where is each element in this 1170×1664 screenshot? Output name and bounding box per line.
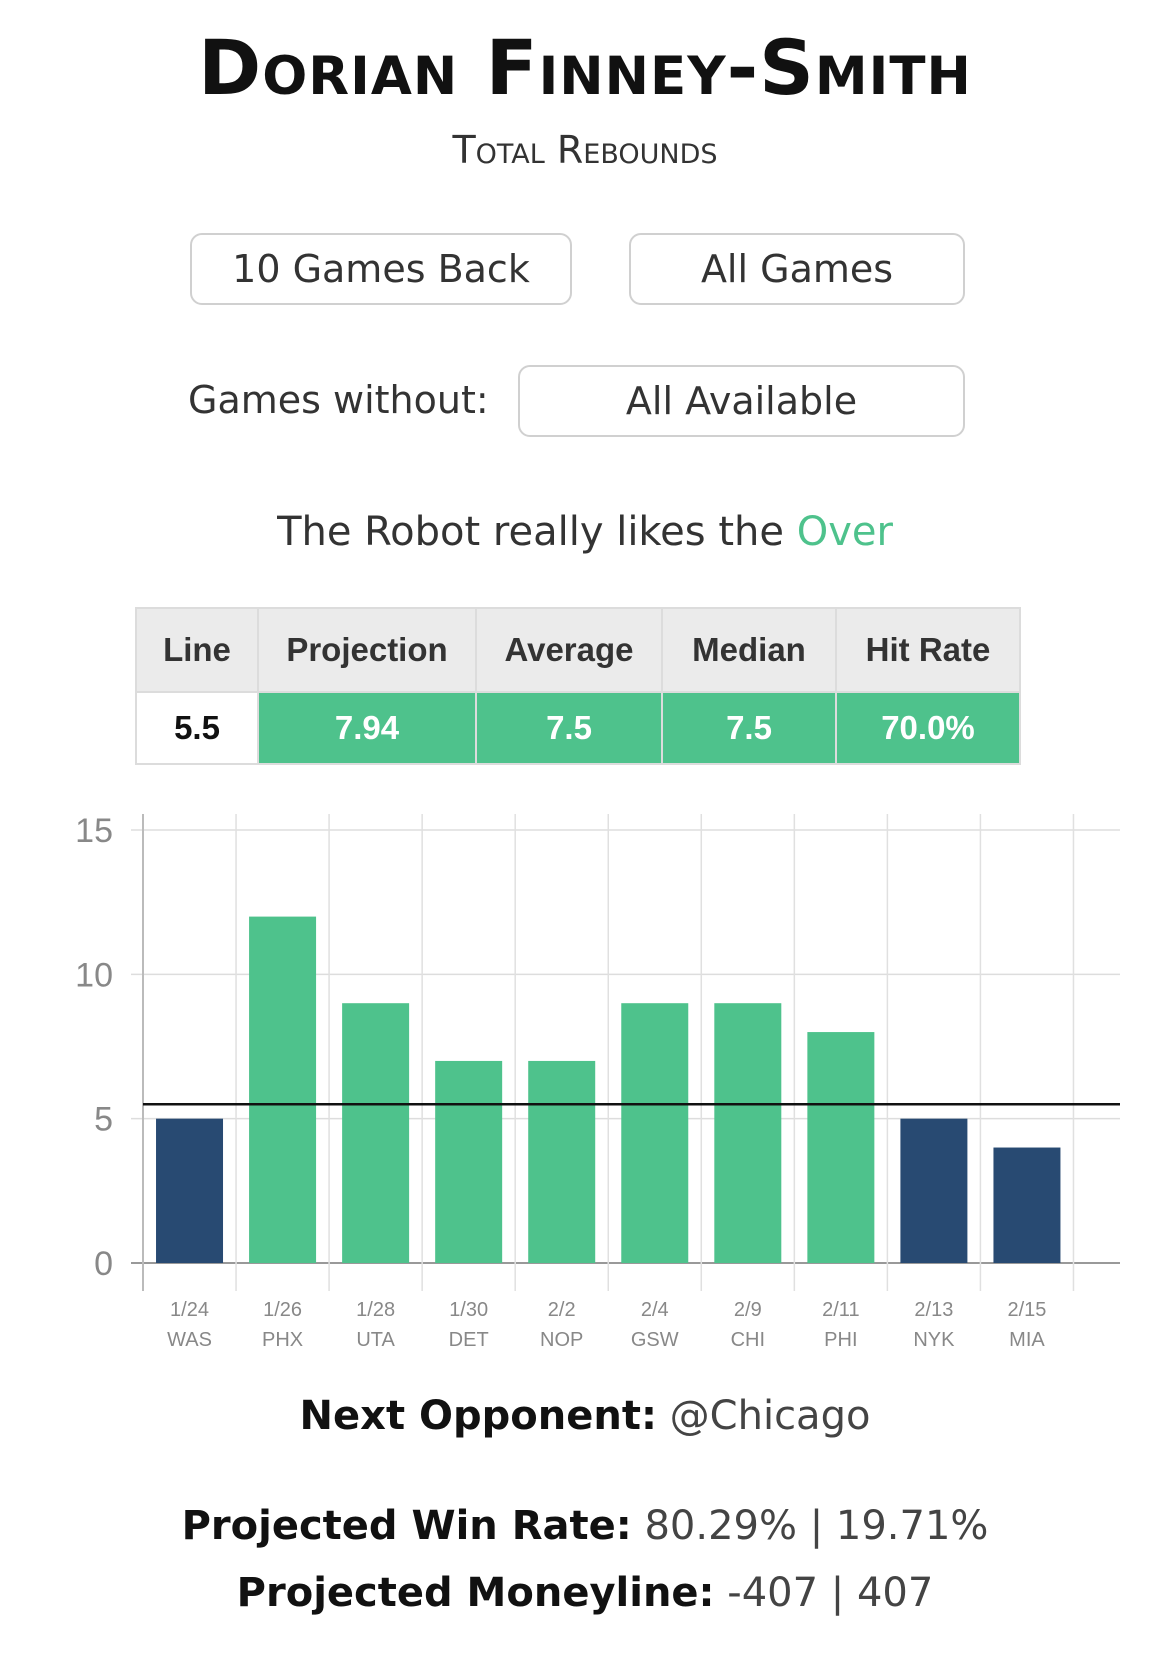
value-average: 7.5 — [477, 693, 661, 763]
x-tick-date: 1/24 — [170, 1299, 209, 1321]
games-without-select[interactable]: All Available — [518, 365, 965, 437]
bar — [714, 1003, 782, 1263]
value-hit-rate: 70.0% — [837, 693, 1019, 763]
x-tick-opponent: GSW — [631, 1329, 679, 1351]
header-line: Line — [137, 609, 257, 691]
bar — [528, 1060, 596, 1263]
x-tick-date: 1/26 — [263, 1299, 302, 1321]
x-tick-date: 2/13 — [914, 1299, 953, 1321]
x-tick-opponent: PHX — [262, 1329, 303, 1351]
header-median: Median — [663, 609, 835, 691]
x-tick-date: 1/30 — [449, 1299, 488, 1321]
y-tick-label: 10 — [75, 956, 113, 994]
stats-header-row: Line Projection Average Median Hit Rate — [137, 609, 1019, 691]
x-tick-date: 1/28 — [356, 1299, 395, 1321]
header-projection: Projection — [259, 609, 475, 691]
verdict-pick: Over — [796, 509, 893, 555]
x-tick-opponent: DET — [449, 1329, 489, 1351]
x-tick-date: 2/9 — [734, 1299, 762, 1321]
bar — [156, 1118, 224, 1263]
x-tick-opponent: UTA — [356, 1329, 395, 1351]
bar — [621, 1003, 689, 1263]
x-tick-date: 2/2 — [548, 1299, 576, 1321]
x-tick-date: 2/4 — [641, 1299, 669, 1321]
robot-verdict: The Robot really likes the Over — [0, 502, 1170, 562]
x-tick-opponent: NYK — [913, 1329, 955, 1351]
next-opponent-value: @Chicago — [669, 1393, 871, 1439]
win-rate-label: Projected Win Rate: — [181, 1503, 632, 1549]
header-average: Average — [477, 609, 661, 691]
all-games-button[interactable]: All Games — [629, 233, 965, 305]
player-name: Dorian Finney-Smith — [198, 23, 972, 112]
next-opponent: Next Opponent: @Chicago — [0, 1386, 1170, 1446]
stat-name: Total Rebounds — [452, 128, 718, 172]
bar — [249, 916, 317, 1263]
y-tick-label: 0 — [94, 1245, 113, 1283]
projected-moneyline: Projected Moneyline: -407 | 407 — [0, 1563, 1170, 1623]
x-tick-opponent: WAS — [167, 1329, 212, 1351]
x-tick-opponent: CHI — [731, 1329, 765, 1351]
games-back-button[interactable]: 10 Games Back — [190, 233, 572, 305]
moneyline-value: -407 | 407 — [727, 1570, 934, 1616]
stats-table: Line Projection Average Median Hit Rate … — [135, 607, 1021, 765]
x-tick-date: 2/11 — [822, 1299, 859, 1321]
bar — [993, 1147, 1061, 1263]
y-tick-label: 5 — [94, 1101, 113, 1139]
projected-win-rate: Projected Win Rate: 80.29% | 19.71% — [0, 1496, 1170, 1556]
next-opponent-label: Next Opponent: — [299, 1393, 657, 1439]
x-tick-opponent: PHI — [824, 1329, 857, 1351]
stats-value-row: 5.5 7.94 7.5 7.5 70.0% — [137, 693, 1019, 763]
bar — [900, 1118, 968, 1263]
value-projection: 7.94 — [259, 693, 475, 763]
x-tick-opponent: NOP — [540, 1329, 583, 1351]
bar — [342, 1003, 410, 1263]
y-tick-label: 15 — [75, 812, 113, 850]
x-tick-opponent: MIA — [1009, 1329, 1045, 1351]
x-tick-date: 2/15 — [1007, 1299, 1046, 1321]
bar — [435, 1060, 503, 1263]
value-median: 7.5 — [663, 693, 835, 763]
header-hit-rate: Hit Rate — [837, 609, 1019, 691]
value-line: 5.5 — [137, 693, 257, 763]
moneyline-label: Projected Moneyline: — [236, 1570, 715, 1616]
rebounds-bar-chart: 0 5 10 15 1/24 WAS 1/26 PHX 1/28 UTA 1/30 DET 2/2 NOP… — [75, 812, 1120, 1351]
verdict-text: The Robot really likes the — [277, 509, 784, 555]
games-without-label: Games without: — [188, 378, 489, 422]
bar — [807, 1032, 875, 1263]
win-rate-value: 80.29% | 19.71% — [644, 1503, 989, 1549]
